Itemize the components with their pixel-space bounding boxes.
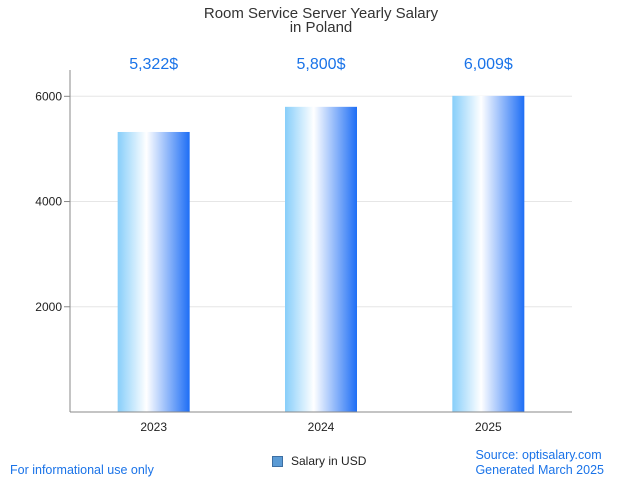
chart-title: Room Service Server Yearly Salary <box>204 5 439 22</box>
bar-2024 <box>285 106 357 412</box>
source-block: Source: optisalary.com Generated March 2… <box>475 448 604 478</box>
y-tick-label: 2000 <box>35 300 62 314</box>
labels: 2000 4000 6000 2023 5,322$ 2024 5,800$ 2025 6,00… <box>35 56 513 434</box>
y-tick-label: 4000 <box>35 195 62 209</box>
bar-2025 <box>452 95 525 412</box>
source-text: Source: optisalary.com <box>475 448 602 462</box>
legend: Salary in USD <box>272 454 366 468</box>
data-label: 5,322$ <box>129 56 178 73</box>
legend-label: Salary in USD <box>291 454 367 468</box>
data-label: 5,800$ <box>297 56 346 73</box>
axes <box>64 70 572 413</box>
chart-subtitle: in Poland <box>290 19 353 36</box>
x-tick-label: 2023 <box>140 420 167 434</box>
disclaimer-text: For informational use only <box>10 463 154 477</box>
y-tick-label: 6000 <box>35 89 62 103</box>
x-tick-label: 2024 <box>308 420 335 434</box>
x-tick-label: 2025 <box>475 420 502 434</box>
generated-text: Generated March 2025 <box>475 463 604 477</box>
data-label: 6,009$ <box>464 56 513 73</box>
legend-swatch <box>272 455 283 467</box>
bars <box>117 95 525 412</box>
bar-2023 <box>117 131 190 412</box>
